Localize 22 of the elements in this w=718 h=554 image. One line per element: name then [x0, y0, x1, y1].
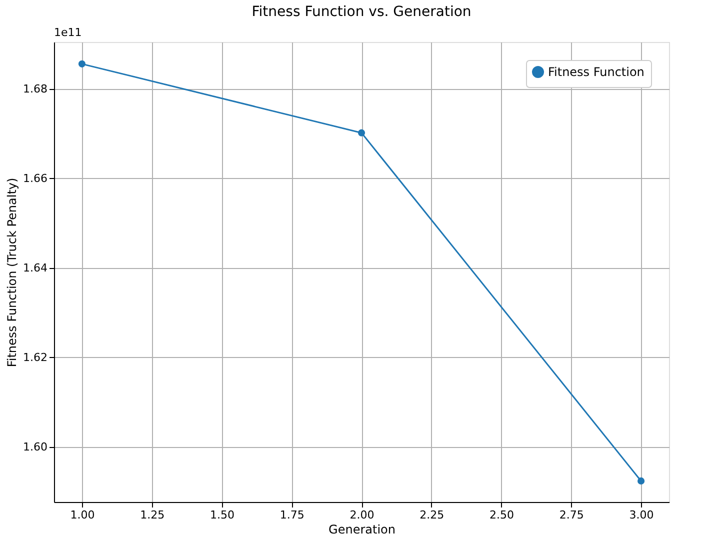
x-tick-label: 1.00: [70, 508, 95, 522]
y-tick-label: 1.62: [23, 350, 48, 364]
y-tick-label: 1.66: [23, 172, 48, 185]
legend-label: Fitness Function: [548, 65, 644, 79]
point: [638, 477, 645, 484]
x-tick-label: 1.75: [280, 508, 304, 522]
point: [78, 60, 86, 68]
y-tick-label: 1.60: [23, 440, 48, 454]
x-tick-label: 2.75: [559, 508, 584, 522]
x-tick-label: 2.50: [490, 508, 514, 522]
y-tick-label: 1.68: [23, 82, 48, 96]
x-tick-label: 2.25: [420, 508, 444, 522]
x-tick-label: 1.25: [140, 508, 165, 522]
x-tick-label: 1.50: [210, 508, 234, 522]
y-tick-label: 1.64: [23, 261, 48, 274]
y-axis-title: Fitness Function (Truck Penalty): [5, 178, 20, 368]
x-tick-label: 3.00: [629, 508, 654, 522]
x-axis-title: Generation: [328, 522, 396, 536]
text: 1e11: [54, 26, 82, 39]
point: [358, 129, 366, 136]
chart-title: Fitness Function vs. Generation: [252, 4, 472, 20]
x-tick-label: 2.00: [350, 508, 374, 522]
